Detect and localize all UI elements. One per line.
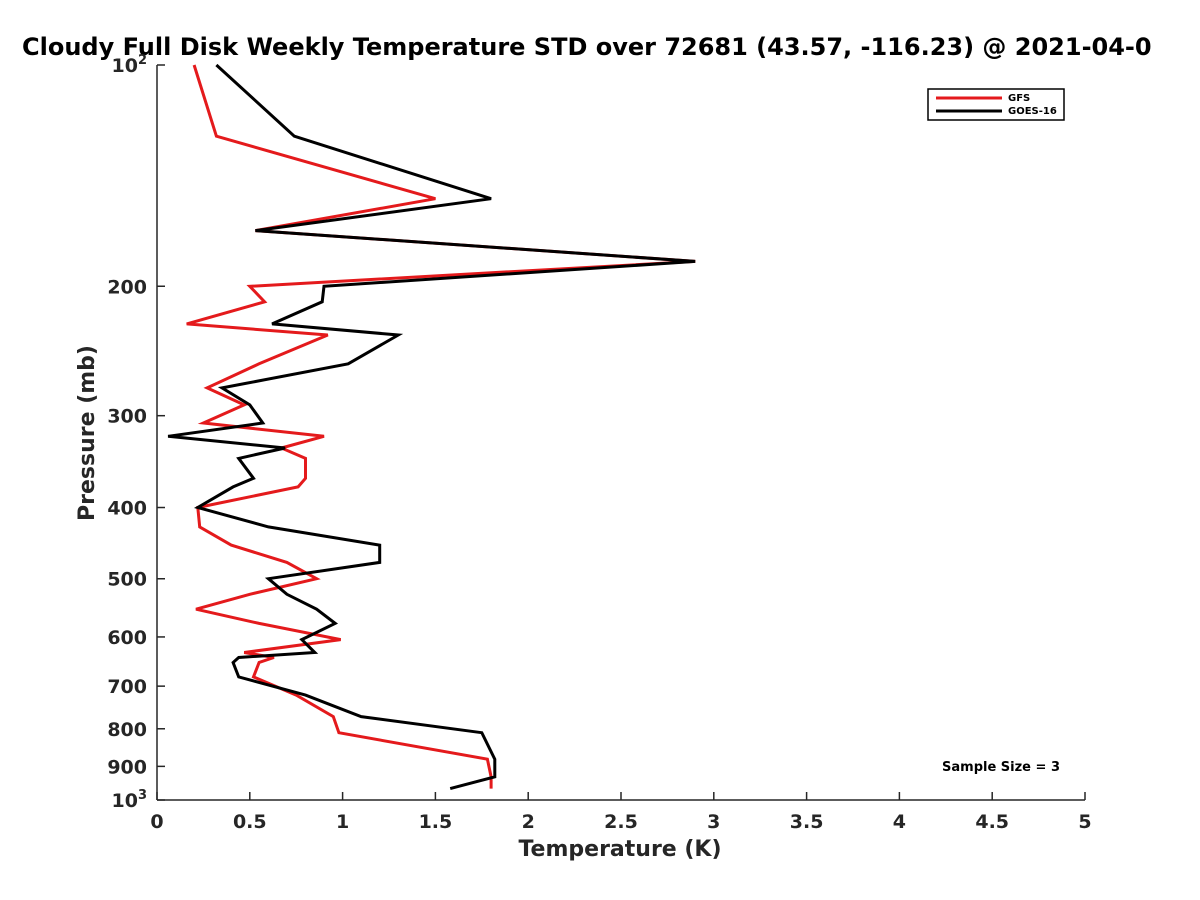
x-tick-label: 0.5 (233, 811, 267, 833)
y-tick-label: 800 (107, 719, 147, 741)
legend: GFS GOES-16 (927, 88, 1065, 121)
y-tick-label: 700 (107, 676, 147, 698)
x-tick-label: 2 (522, 811, 535, 833)
y-tick-label: 500 (107, 569, 147, 591)
y-tick-label: 600 (107, 627, 147, 649)
legend-label-goes-16: GOES-16 (1008, 106, 1057, 117)
series-layer (167, 63, 696, 791)
y-tick-label: 103 (112, 788, 148, 812)
x-tick-label: 4 (893, 811, 906, 833)
sample-size-annotation: Sample Size = 3 (942, 760, 1060, 775)
x-tick-label: 4.5 (975, 811, 1009, 833)
series-line-gfs (186, 64, 696, 789)
x-tick-label: 2.5 (604, 811, 638, 833)
x-tick-label: 3 (707, 811, 720, 833)
x-tick-label: 5 (1078, 811, 1091, 833)
x-tick-label: 1.5 (419, 811, 453, 833)
x-tick-label: 0 (150, 811, 163, 833)
x-axis-label: Temperature (K) (518, 837, 721, 862)
legend-label-gfs: GFS (1008, 93, 1030, 104)
legend-box (927, 88, 1065, 121)
series-line-goes-16 (167, 63, 696, 791)
x-tick-label: 1 (336, 811, 349, 833)
y-tick-label: 900 (107, 756, 147, 778)
x-tick-label: 3.5 (790, 811, 824, 833)
y-axis-label: Pressure (mb) (75, 345, 100, 521)
plot-axes: 0 0.5 1 1.5 2 2.5 3 3.5 4 4.5 5 102 200 300 400 500 600 7… (107, 53, 1091, 833)
y-tick-label: 400 (107, 498, 147, 520)
y-tick-label: 300 (107, 406, 147, 428)
y-tick-label: 200 (107, 276, 147, 298)
chart-title: Cloudy Full Disk Weekly Temperature STD … (22, 33, 1152, 61)
y-tick-label: 102 (112, 53, 148, 77)
